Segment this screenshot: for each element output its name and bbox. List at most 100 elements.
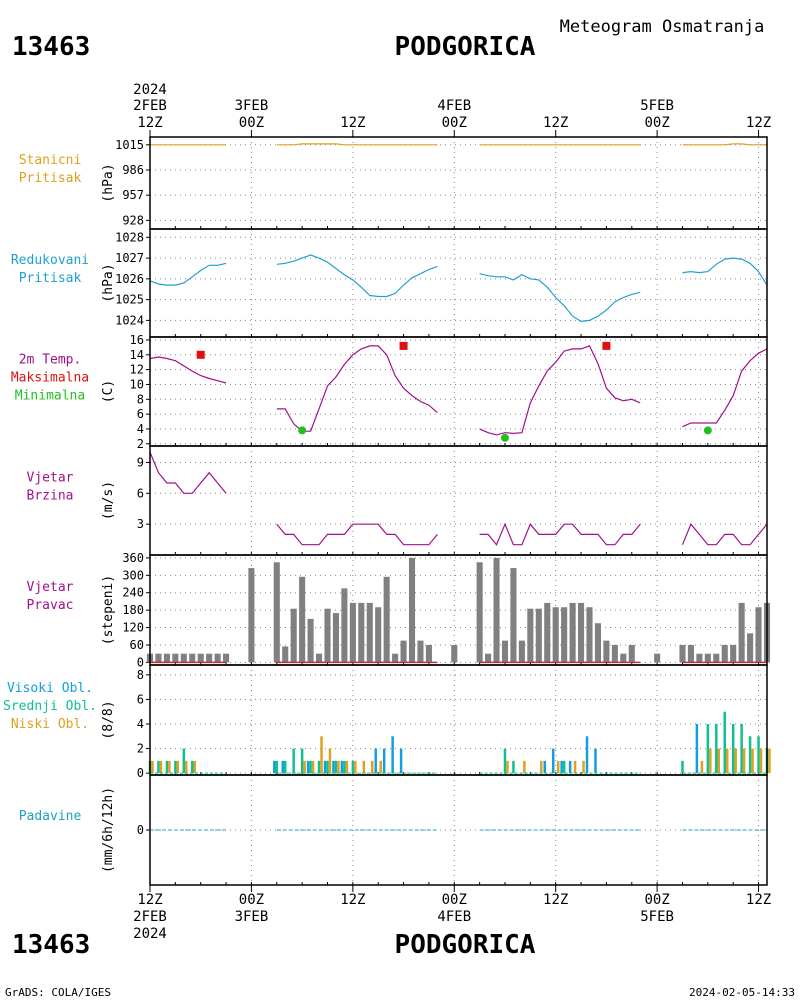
cloud-bar-m <box>503 748 507 774</box>
y-tick-label: 1027 <box>115 251 144 265</box>
wind-dir-bar <box>282 646 289 663</box>
cloud-bar-m <box>512 760 515 774</box>
y-tick-label: 4 <box>137 422 144 436</box>
wind-dir-bar <box>747 633 754 663</box>
wind-dir-bar <box>544 602 551 663</box>
panel-label: 2m Temp. <box>19 353 82 368</box>
cloud-bar-h <box>568 760 572 774</box>
wind-dir-bar <box>392 653 399 663</box>
series-line <box>479 345 641 436</box>
wind-dir-bar <box>214 653 221 663</box>
min-temp-marker <box>500 433 509 442</box>
y-tick-label: 300 <box>122 568 144 582</box>
panel-label: Minimalna <box>15 389 85 404</box>
cloud-bar-l <box>768 748 771 774</box>
wind-dir-bar <box>704 653 711 663</box>
bottom-axis-hour: 00Z <box>442 892 467 908</box>
panel-unit: (hPa) <box>101 163 116 202</box>
panel-unit: (stepeni) <box>101 575 116 645</box>
y-tick-label: 0 <box>137 766 144 780</box>
top-axis-hour: 12Z <box>340 115 365 131</box>
y-tick-label: 0 <box>137 823 144 837</box>
wind-dir-bar <box>366 602 373 663</box>
wind-dir-bar <box>163 653 170 663</box>
cloud-bar-h <box>306 760 310 774</box>
wind-dir-bar <box>383 576 390 663</box>
cloud-bar-h <box>323 760 327 774</box>
wind-dir-bar <box>324 608 331 663</box>
wind-dir-bar <box>400 640 407 663</box>
cloud-bar-l <box>370 760 374 774</box>
top-axis-hour: 12Z <box>746 115 771 131</box>
cloud-bar-h <box>585 736 589 774</box>
panel-label: Redukovani <box>11 253 89 268</box>
wind-dir-bar <box>425 644 432 663</box>
panel-label: Visoki Obl. <box>7 681 93 696</box>
cloud-bar-h <box>332 760 335 774</box>
y-tick-label: 12 <box>130 363 144 377</box>
cloud-bar-l <box>345 760 349 774</box>
series-line <box>149 451 227 494</box>
series-line <box>149 356 227 384</box>
bottom-axis-hour: 00Z <box>644 892 669 908</box>
title: Meteogram Osmatranja <box>560 17 765 37</box>
top-axis-hour: 00Z <box>442 115 467 131</box>
wind-dir-bar <box>687 644 694 663</box>
wind-dir-bar <box>611 644 618 663</box>
wind-dir-bar <box>476 562 483 663</box>
cloud-bar-l <box>540 760 543 774</box>
panel-label: Pritisak <box>19 171 82 186</box>
y-tick-label: 986 <box>122 163 144 177</box>
cloud-bar-l <box>709 748 712 774</box>
y-tick-label: 240 <box>122 586 144 600</box>
panel-label: Vjetar <box>27 580 74 595</box>
panel-frame <box>149 228 768 338</box>
cloud-bar-l <box>362 760 366 774</box>
cloud-bar-l <box>303 760 306 774</box>
wind-dir-bar <box>315 653 323 663</box>
series-line <box>682 143 767 146</box>
cloud-bar-m <box>748 736 752 774</box>
y-tick-label: 120 <box>122 621 144 635</box>
panel-frame <box>149 554 768 666</box>
wind-dir-bar <box>603 640 610 663</box>
max-temp-marker <box>399 341 408 350</box>
y-tick-label: 4 <box>137 717 144 731</box>
cloud-bar-m <box>715 723 718 774</box>
panel-label: Pritisak <box>19 271 82 286</box>
y-tick-label: 180 <box>122 603 144 617</box>
wind-dir-bar <box>594 623 602 663</box>
series-line <box>479 522 641 546</box>
cloud-bar-h <box>391 736 394 774</box>
y-tick-label: 1025 <box>115 293 144 307</box>
cloud-bar-m <box>731 723 735 774</box>
wind-dir-bar <box>493 557 500 663</box>
wind-dir-bar <box>535 608 542 663</box>
bottom-axis-date: 2FEB <box>133 909 167 925</box>
y-tick-label: 2 <box>137 437 144 451</box>
top-axis-year: 2024 <box>133 82 167 98</box>
y-tick-label: 0 <box>137 655 144 669</box>
cloud-bar-l <box>337 760 340 774</box>
cloud-bar-h <box>340 760 344 774</box>
top-axis-hour: 00Z <box>644 115 669 131</box>
max-temp-marker <box>196 350 205 359</box>
wind-dir-bar <box>349 602 356 663</box>
y-tick-label: 6 <box>137 407 144 421</box>
cloud-bar-m <box>562 760 566 774</box>
wind-dir-bar <box>730 644 737 663</box>
cloud-bar-m <box>182 748 186 774</box>
cloud-bar-m <box>283 760 287 774</box>
y-tick-label: 6 <box>137 692 144 706</box>
bottom-axis-date: 5FEB <box>640 909 674 925</box>
cloud-bar-l <box>734 748 737 774</box>
cloud-bar-l <box>717 748 721 774</box>
series-line <box>149 262 227 286</box>
bottom-axis-year: 2024 <box>133 926 167 942</box>
panel-label: Niski Obl. <box>11 717 89 732</box>
panel-label: Vjetar <box>27 471 74 486</box>
series-line <box>682 348 768 428</box>
cloud-bar-l <box>354 760 357 774</box>
bottom-axis-hour: 12Z <box>137 892 162 908</box>
